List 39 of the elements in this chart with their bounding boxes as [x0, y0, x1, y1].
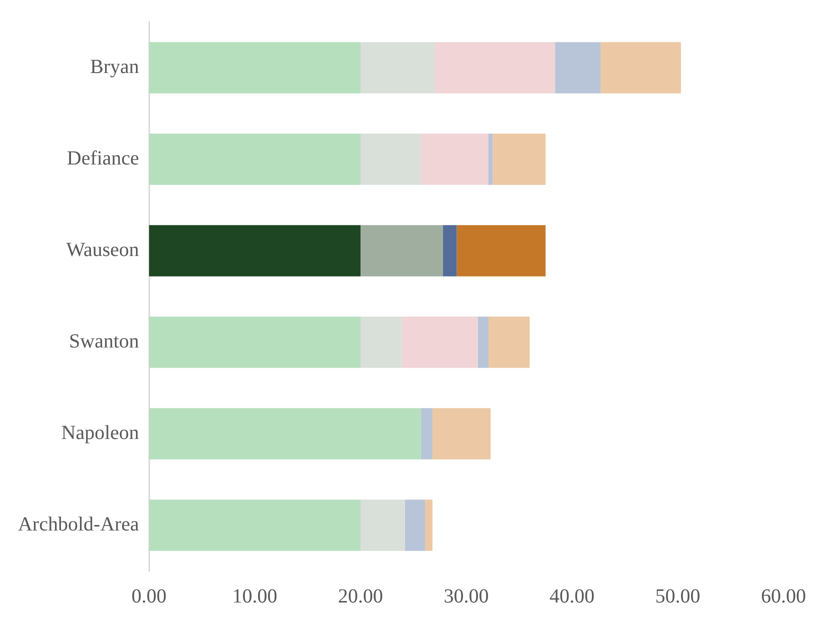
bar [434, 42, 556, 94]
bar [360, 225, 444, 276]
y-tick-label: Bryan [90, 56, 140, 78]
y-tick-label: Defiance [66, 148, 140, 170]
bar [555, 42, 601, 94]
bar [488, 316, 530, 368]
x-tick-label: 30.00 [444, 585, 489, 608]
bar [360, 500, 405, 551]
x-tick-label: 0.00 [132, 585, 167, 608]
bar [492, 134, 546, 185]
bar [149, 42, 361, 94]
bar [456, 225, 546, 276]
bar [600, 42, 681, 94]
bar [360, 134, 421, 185]
x-tick-label: 20.00 [338, 585, 384, 608]
bar [432, 408, 491, 460]
bar [478, 316, 488, 368]
y-tick-label: Archbold-Area [18, 514, 140, 536]
x-tick-label: 60.00 [761, 585, 806, 608]
bar [402, 316, 478, 368]
x-tick-label: 50.00 [655, 585, 700, 608]
bar [425, 500, 432, 551]
y-tick-label: Napoleon [61, 422, 140, 444]
bar [149, 408, 421, 460]
bar [443, 225, 457, 276]
bar [149, 316, 361, 368]
bar [420, 408, 432, 460]
bar [360, 42, 435, 94]
x-tick-label: 10.00 [232, 585, 278, 608]
y-tick-label: Wauseon [66, 239, 140, 261]
bar [488, 134, 493, 185]
bar [149, 500, 361, 551]
y-tick-label: Swanton [69, 330, 140, 352]
bar [149, 134, 361, 185]
bar [149, 225, 361, 276]
x-tick-label: 40.00 [550, 585, 595, 608]
bar [360, 316, 402, 368]
bar [420, 134, 488, 185]
bar [404, 500, 426, 551]
